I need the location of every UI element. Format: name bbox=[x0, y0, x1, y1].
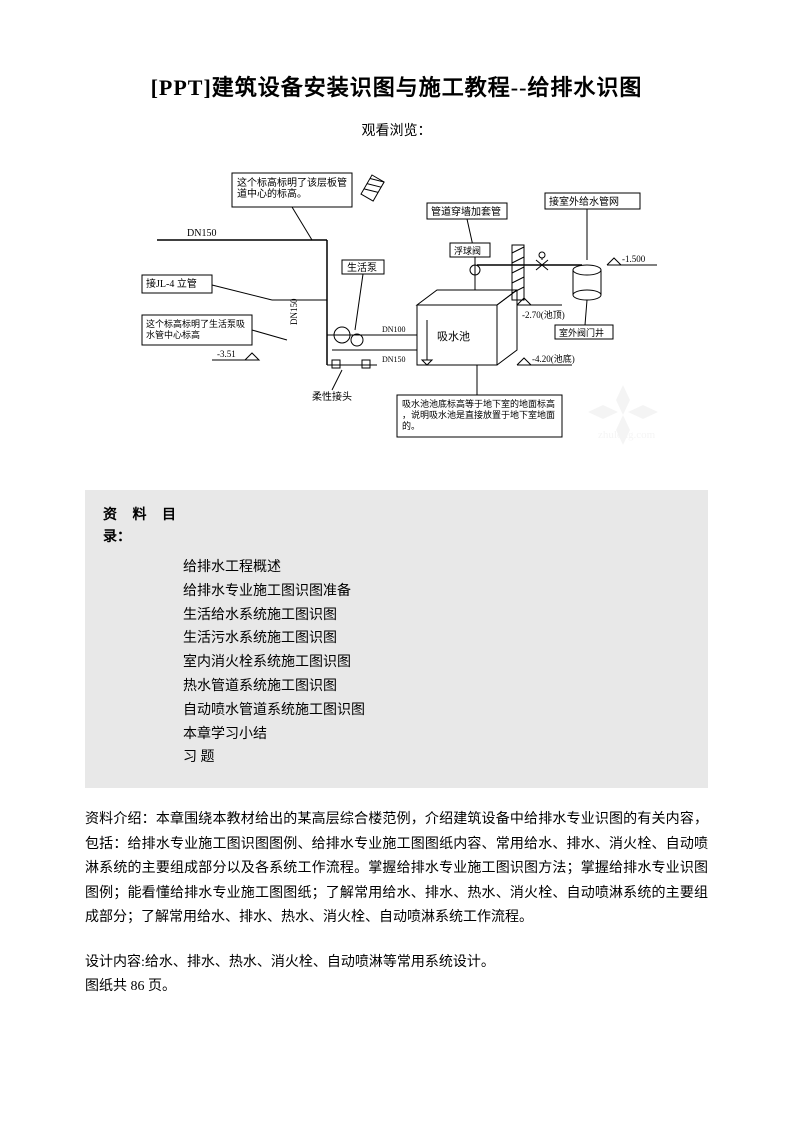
svg-text:DN150: DN150 bbox=[382, 355, 406, 364]
page-title: [PPT]建筑设备安装识图与施工教程--给排水识图 bbox=[85, 70, 708, 102]
diagram-label: 管道穿墙加套管 bbox=[431, 205, 501, 218]
toc-item: 给排水工程概述 bbox=[183, 556, 690, 580]
design-content-line: 设计内容:给水、排水、热水、消火栓、自动喷淋等常用系统设计。 bbox=[85, 951, 708, 976]
intro-paragraph: 资料介绍：本章围绕本教材给出的某高层综合楼范例，介绍建筑设备中给排水专业识图的有… bbox=[85, 808, 708, 931]
toc-item: 本章学习小结 bbox=[183, 723, 690, 747]
wall-hatch bbox=[512, 245, 524, 300]
diagram-label: -4.20(池底) bbox=[532, 353, 575, 364]
diagram-label: 接室外给水管网 bbox=[549, 195, 619, 208]
pump-symbol bbox=[327, 327, 377, 368]
outdoor-well bbox=[573, 265, 601, 300]
toc-item: 室内消火栓系统施工图识图 bbox=[183, 651, 690, 675]
watermark-icon: zhulong.com bbox=[578, 380, 668, 450]
toc-header2: 录： bbox=[103, 526, 690, 546]
diagram-label: 生活泵 bbox=[347, 261, 377, 274]
svg-text:zhulong.com: zhulong.com bbox=[598, 429, 656, 441]
toc-item: 习 题 bbox=[183, 746, 690, 770]
diagram-label: -3.51 bbox=[217, 349, 236, 359]
toc-item: 生活给水系统施工图识图 bbox=[183, 604, 690, 628]
diagram-label: 柔性接头 bbox=[312, 390, 352, 403]
diagram-label: 浮球阀 bbox=[454, 245, 481, 256]
toc-box: 资 料 目 录： 给排水工程概述 给排水专业施工图识图准备 生活给水系统施工图识… bbox=[85, 490, 708, 788]
toc-item: 生活污水系统施工图识图 bbox=[183, 627, 690, 651]
diagram-label: DN150 bbox=[187, 228, 216, 239]
svg-text:DN100: DN100 bbox=[382, 325, 406, 334]
toc-header1: 资 料 目 bbox=[103, 504, 690, 524]
diagram-container: 这个标高标明了该层板管道中心的标高。 DN150 接JL-4 立管 这个标高标明… bbox=[85, 165, 708, 465]
diagram-label: -2.70(池顶) bbox=[522, 309, 565, 320]
diagram-label: -1.500 bbox=[622, 254, 646, 264]
tank: 吸水池 bbox=[417, 290, 517, 365]
toc-item: 热水管道系统施工图识图 bbox=[183, 675, 690, 699]
diagram-label: 室外阀门井 bbox=[559, 327, 604, 338]
toc-item: 自动喷水管道系统施工图识图 bbox=[183, 699, 690, 723]
diagram-label: DN150 bbox=[289, 298, 299, 325]
watermark: zhulong.com bbox=[578, 380, 668, 455]
diagram-label: 吸水池 bbox=[437, 330, 470, 343]
diagram-label: 接JL-4 立管 bbox=[146, 277, 197, 290]
toc-item: 给排水专业施工图识图准备 bbox=[183, 580, 690, 604]
page-count-line: 图纸共 86 页。 bbox=[85, 975, 708, 1000]
page-subtitle: 观看浏览： bbox=[85, 120, 708, 140]
